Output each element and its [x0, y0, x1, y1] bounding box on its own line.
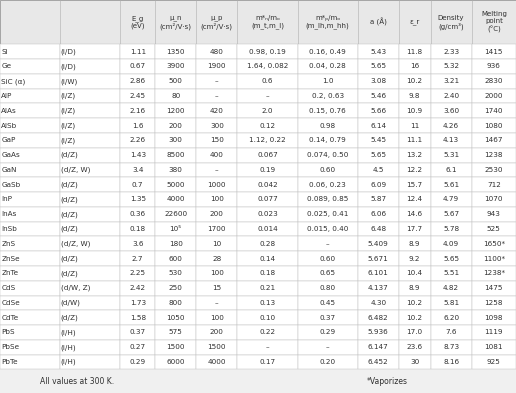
Text: All values at 300 K.: All values at 300 K.	[40, 377, 115, 386]
Text: *Vaporizes: *Vaporizes	[366, 377, 408, 386]
